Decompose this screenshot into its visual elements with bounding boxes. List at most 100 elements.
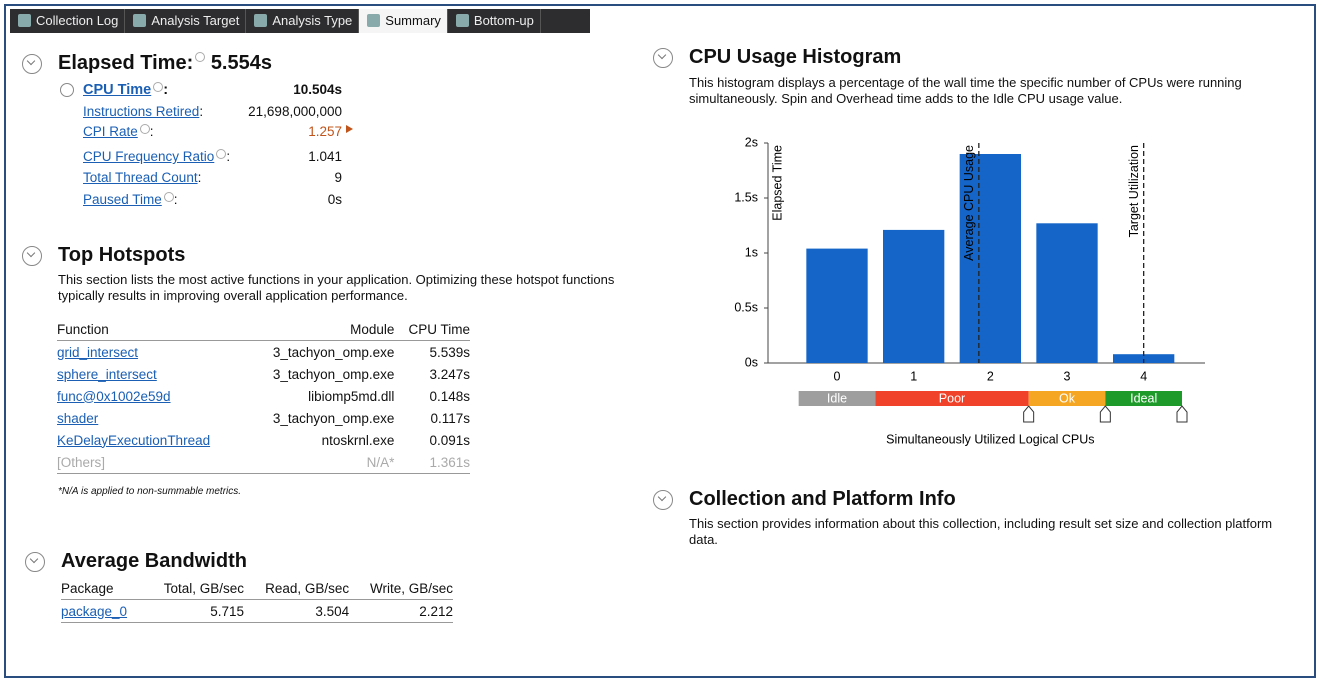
collapse-icon[interactable] bbox=[653, 48, 673, 68]
colon bbox=[198, 170, 202, 185]
y-tick-label: 0s bbox=[745, 355, 758, 369]
table-cell: 1.361s bbox=[429, 454, 470, 470]
collapse-icon[interactable] bbox=[22, 54, 42, 74]
column-header: CPU Time bbox=[408, 321, 470, 337]
table-cell: 5.539s bbox=[429, 344, 470, 360]
collapse-icon[interactable] bbox=[22, 246, 42, 266]
section-title: Average Bandwidth bbox=[61, 550, 247, 572]
table-cell[interactable]: KeDelayExecutionThread bbox=[57, 432, 211, 448]
collapse-icon[interactable] bbox=[653, 490, 673, 510]
elapsed-header: Elapsed Time 5.554s bbox=[58, 52, 272, 75]
table-body: grid_intersect 3_tachyon_omp.exe 5.539s sph… bbox=[57, 341, 470, 474]
x-tick-label: 0 bbox=[834, 369, 841, 383]
table-cell: 0.148s bbox=[429, 388, 470, 404]
bar bbox=[883, 229, 945, 363]
metric-value: 1.257 bbox=[308, 124, 342, 139]
reference-label: Target Utilization bbox=[1127, 145, 1141, 237]
bar bbox=[806, 248, 868, 363]
metric-value: 9 bbox=[334, 170, 342, 185]
table-cell[interactable]: shader bbox=[57, 410, 99, 426]
reference-label: Average CPU Usage bbox=[962, 145, 976, 261]
zone-handle[interactable] bbox=[1176, 405, 1188, 423]
bar bbox=[959, 154, 1021, 363]
table-row: func@0x1002e59d libiomp5md.dll 0.148s bbox=[57, 385, 470, 407]
column-header: Write, GB/sec bbox=[369, 580, 453, 596]
metric-value: 10.504s bbox=[293, 82, 342, 97]
table-row: [Others] N/A* 1.361s bbox=[57, 451, 470, 474]
table-cell: libiomp5md.dll bbox=[308, 388, 395, 404]
zone-handle[interactable] bbox=[1099, 405, 1111, 423]
y-axis-label: Elapsed Time bbox=[770, 145, 784, 221]
section-title: CPU Usage Histogram bbox=[689, 46, 902, 68]
table-cell: 0.091s bbox=[429, 432, 470, 448]
x-axis-label: Simultaneously Utilized Logical CPUs bbox=[886, 432, 1094, 446]
tab[interactable]: Collection Log bbox=[10, 9, 126, 33]
metric-label[interactable]: Total Thread Count bbox=[83, 170, 201, 185]
note: *N/A is applied to non-summable metrics. bbox=[58, 486, 242, 497]
tab-label: Summary bbox=[385, 13, 441, 28]
metric-label[interactable]: CPU Time bbox=[83, 82, 168, 98]
table-cell: 3.247s bbox=[429, 366, 470, 382]
table-cell: 3_tachyon_omp.exe bbox=[272, 410, 395, 426]
tab[interactable]: Bottom-up bbox=[448, 9, 541, 33]
tab[interactable]: Analysis Target bbox=[125, 9, 247, 33]
zone-handle[interactable] bbox=[1023, 405, 1035, 423]
table-cell[interactable]: grid_intersect bbox=[57, 344, 139, 360]
metric-label[interactable]: CPU Frequency Ratio bbox=[83, 149, 230, 164]
zone bbox=[875, 391, 1029, 406]
metric-name: CPU Time bbox=[83, 82, 152, 98]
colon bbox=[174, 192, 178, 207]
header-row: Package Total, GB/sec Read, GB/sec Write, G… bbox=[61, 577, 453, 600]
zone-label: Ok bbox=[1059, 391, 1076, 405]
tab-icon bbox=[18, 14, 31, 27]
tab-icon bbox=[455, 14, 469, 27]
zone bbox=[1028, 391, 1106, 406]
column-header: Function bbox=[57, 321, 109, 337]
section-title: Collection and Platform Info bbox=[689, 488, 956, 510]
table-cell[interactable]: package_0 bbox=[61, 603, 128, 619]
histogram-chart: 0s 0.5s 1s 1.5s 2s 0 1 2 3 4 Average CPU Usage Targ… bbox=[734, 135, 1205, 446]
tab-icon bbox=[133, 14, 147, 27]
zone bbox=[1105, 391, 1182, 406]
collapse-icon[interactable] bbox=[25, 552, 45, 572]
bar bbox=[1036, 223, 1098, 363]
metric-value: 1.041 bbox=[308, 149, 342, 164]
metric-name: Total Thread Count bbox=[83, 170, 198, 185]
metric-label[interactable]: Instructions Retired bbox=[83, 104, 203, 119]
tab[interactable]: Summary bbox=[359, 9, 448, 33]
help-icon bbox=[139, 124, 150, 134]
x-tick-label: 4 bbox=[1140, 369, 1147, 383]
table-row: sphere_intersect 3_tachyon_omp.exe 3.247s bbox=[57, 363, 470, 385]
colon bbox=[226, 149, 230, 164]
help-icon bbox=[153, 82, 164, 92]
expand-icon[interactable] bbox=[60, 83, 74, 97]
metric-name: Instructions Retired bbox=[83, 104, 200, 119]
column-header: Module bbox=[350, 321, 395, 337]
table-row: shader 3_tachyon_omp.exe 0.117s bbox=[57, 407, 470, 429]
table-cell: 3_tachyon_omp.exe bbox=[272, 366, 395, 382]
table-cell: N/A* bbox=[366, 454, 395, 470]
tab-label: Collection Log bbox=[36, 13, 119, 28]
metric-label[interactable]: CPI Rate bbox=[83, 124, 154, 139]
colon bbox=[150, 124, 154, 139]
hotspots-table: Function Module CPU Time grid_intersect 3_ta… bbox=[57, 318, 470, 474]
tab-label: Analysis Target bbox=[151, 13, 240, 28]
tab-bar: Collection Log Analysis Target Analysis Ty… bbox=[10, 9, 590, 33]
metric-value: 0s bbox=[327, 192, 342, 207]
table-cell: 2.212 bbox=[419, 603, 453, 619]
bandwidth-table: Package Total, GB/sec Read, GB/sec Write, G… bbox=[61, 577, 453, 623]
table-cell[interactable]: sphere_intersect bbox=[57, 366, 157, 382]
colon bbox=[199, 104, 203, 119]
tab[interactable]: Analysis Type bbox=[246, 9, 360, 33]
zone-label: Poor bbox=[939, 391, 965, 405]
metric-label[interactable]: Paused Time bbox=[83, 192, 178, 207]
table-cell[interactable]: func@0x1002e59d bbox=[57, 388, 171, 404]
header-row: Function Module CPU Time bbox=[57, 318, 470, 341]
tab-label: Analysis Type bbox=[272, 13, 353, 28]
table-cell: 3_tachyon_omp.exe bbox=[272, 344, 395, 360]
section-title: Elapsed Time bbox=[58, 52, 193, 74]
table-header: Function Module CPU Time bbox=[57, 318, 470, 341]
metric-name: CPU Frequency Ratio bbox=[83, 149, 215, 164]
table-row: package_0 5.715 3.504 2.212 bbox=[61, 600, 453, 623]
elapsed-value: 5.554s bbox=[210, 52, 272, 74]
